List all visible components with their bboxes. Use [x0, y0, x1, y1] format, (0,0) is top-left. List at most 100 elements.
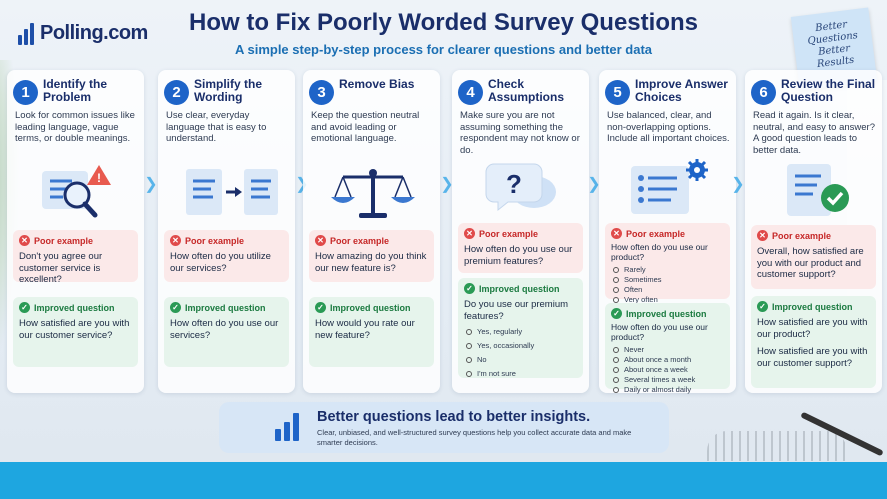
step-description: Use balanced, clear, and non-overlapping…	[607, 110, 730, 144]
poor-example: ✕ Poor example How amazing do you think o…	[309, 230, 434, 282]
poor-label: Poor example	[772, 230, 832, 241]
improved-example: ✓ Improved question How often do you use …	[605, 303, 730, 394]
option-label: Never	[624, 345, 645, 354]
answer-option[interactable]: Rarely	[611, 265, 724, 275]
x-icon: ✕	[757, 230, 768, 241]
answer-option[interactable]: About once a week	[611, 365, 724, 375]
answer-options: Rarely Sometimes Often Very often	[611, 265, 724, 305]
answer-option[interactable]: I'm not sure	[464, 369, 577, 379]
step-number: 1	[13, 80, 38, 105]
improved-question: How would you rate our new feature?	[315, 318, 415, 341]
option-label: Yes, occasionally	[477, 341, 535, 350]
banner-text: Clear, unbiased, and well-structured sur…	[317, 428, 632, 447]
answer-options: Never About once a month About once a we…	[611, 345, 724, 395]
improved-label: Improved question	[626, 308, 707, 319]
checklist-gear-icon	[631, 159, 708, 214]
step-title: Identify the Problem	[43, 77, 108, 104]
radio-button[interactable]	[613, 367, 619, 373]
radio-button[interactable]	[613, 357, 619, 363]
step-number: 3	[309, 80, 334, 105]
step-header: 4 Check Assumptions	[458, 78, 584, 112]
radio-button[interactable]	[613, 297, 619, 303]
logo-text: Polling.com	[40, 22, 148, 44]
radio-button[interactable]	[466, 371, 472, 377]
radio-button[interactable]	[613, 387, 619, 393]
answer-option[interactable]: Often	[611, 285, 724, 295]
poor-question: How often do you use our premium feature…	[464, 244, 573, 267]
banner-title: Better questions lead to better insights…	[317, 409, 591, 425]
poor-label: Poor example	[34, 235, 94, 246]
step-card-3: 3 Remove Bias Keep the question neutral …	[303, 70, 440, 393]
chevron-right-icon: ❯	[731, 176, 745, 193]
step-header: 2 Simplify the Wording	[164, 78, 290, 112]
answer-option[interactable]: Never	[611, 345, 724, 355]
improved-example: ✓ Improved question How satisfied are you…	[13, 297, 138, 367]
poor-label: Poor example	[479, 228, 539, 239]
step-description: Make sure you are not assuming something…	[460, 110, 580, 156]
poor-example: ✕ Poor example How often do you use our p…	[458, 223, 583, 273]
radio-button[interactable]	[466, 329, 472, 335]
step-card-6: 6 Review the Final Question Read it agai…	[745, 70, 882, 393]
chevron-right-icon: ❯	[144, 176, 158, 193]
answer-option[interactable]: Yes, occasionally	[464, 341, 577, 351]
poor-example: ✕ Poor example Don't you agree our custom…	[13, 230, 138, 285]
radio-button[interactable]	[613, 347, 619, 353]
improved-label: Improved question	[185, 302, 266, 313]
step-number: 2	[164, 80, 189, 105]
svg-text:?: ?	[506, 169, 522, 199]
notebook-decoration	[707, 431, 847, 461]
step-number: 4	[458, 80, 483, 105]
poor-label: Poor example	[330, 235, 390, 246]
radio-button[interactable]	[613, 267, 619, 273]
answer-option[interactable]: No	[464, 355, 577, 365]
x-icon: ✕	[170, 235, 181, 246]
improved-question: How satisfied are you with our product?	[757, 317, 868, 340]
improved-question: How satisfied are you with our customer …	[19, 318, 130, 341]
step-card-2: 2 Simplify the Wording Use clear, everyd…	[158, 70, 295, 393]
radio-button[interactable]	[466, 357, 472, 363]
check-icon: ✓	[464, 283, 475, 294]
answer-option[interactable]: Several times a week	[611, 375, 724, 385]
poor-example: ✕ Poor example Overall, how satisfied are…	[751, 225, 876, 289]
radio-button[interactable]	[613, 277, 619, 283]
page-title: How to Fix Poorly Worded Survey Question…	[189, 9, 698, 36]
check-icon: ✓	[757, 301, 768, 312]
answer-option[interactable]: Yes, regularly	[464, 327, 577, 337]
step-description: Look for common issues like leading lang…	[15, 110, 135, 144]
improved-label: Improved question	[772, 301, 853, 312]
radio-button[interactable]	[613, 287, 619, 293]
poor-example: ✕ Poor example How often do you use our p…	[605, 223, 730, 304]
step-number: 5	[605, 80, 630, 105]
x-icon: ✕	[464, 228, 475, 239]
step-card-5: 5 Improve Answer Choices Use balanced, c…	[599, 70, 736, 394]
improved-question-2: How satisfied are you with our customer …	[757, 346, 868, 369]
answer-option[interactable]: Very often	[611, 295, 724, 305]
answer-option[interactable]: Sometimes	[611, 275, 724, 285]
improved-example: ✓ Improved question How often do you use …	[164, 297, 289, 367]
radio-button[interactable]	[466, 343, 472, 349]
improved-question: How often do you use our services?	[170, 318, 279, 341]
step-title: Improve Answer Choices	[635, 77, 728, 104]
improved-label: Improved question	[479, 283, 560, 294]
improved-example: ✓ Improved question How would you rate ou…	[309, 297, 434, 367]
poor-label: Poor example	[185, 235, 245, 246]
x-icon: ✕	[315, 235, 326, 246]
improved-question: Do you use our premium features?	[464, 299, 569, 322]
improved-example: ✓ Improved question How satisfied are you…	[751, 296, 876, 388]
option-label: Sometimes	[624, 275, 662, 284]
improved-question: How often do you use our product?	[611, 322, 708, 342]
answer-options: Yes, regularly Yes, occasionally No I'm …	[464, 327, 577, 379]
poor-example: ✕ Poor example How often do you utilize o…	[164, 230, 289, 282]
poor-question: How often do you use our product?	[611, 242, 708, 262]
option-label: Yes, regularly	[477, 327, 523, 336]
option-label: I'm not sure	[477, 369, 516, 378]
svg-text:!: !	[97, 171, 101, 185]
x-icon: ✕	[19, 235, 30, 246]
x-icon: ✕	[611, 228, 622, 239]
radio-button[interactable]	[613, 377, 619, 383]
answer-option[interactable]: Daily or almost daily	[611, 385, 724, 395]
check-icon: ✓	[611, 308, 622, 319]
logo[interactable]: Polling.com	[18, 22, 148, 45]
answer-option[interactable]: About once a month	[611, 355, 724, 365]
step-number: 6	[751, 80, 776, 105]
